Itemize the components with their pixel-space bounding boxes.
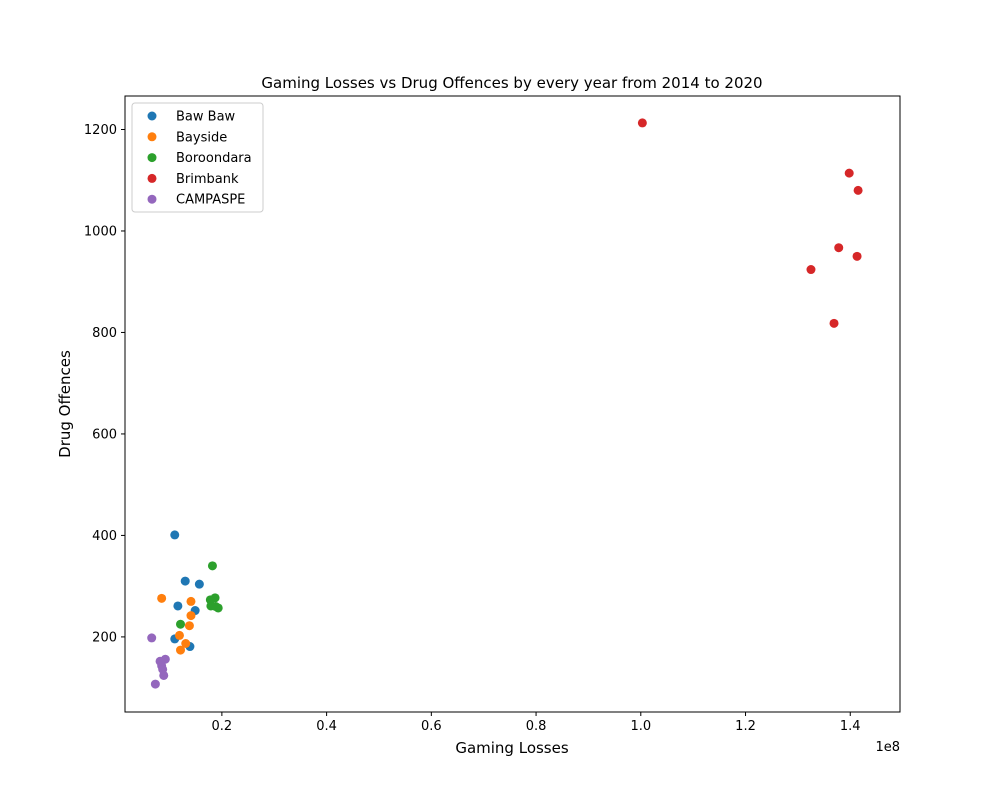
point-brimbank [853, 185, 863, 195]
point-campaspe [159, 670, 169, 680]
y-tick-label: 200 [92, 630, 117, 645]
legend-marker-brimbank [147, 173, 157, 183]
x-axis-ticks: 0.2 0.4 0.6 0.8 1.0 1.2 1.4 [212, 712, 861, 734]
point-bayside [176, 645, 186, 655]
point-campaspe [150, 679, 160, 689]
legend-box [131, 102, 264, 213]
point-baw-baw [170, 530, 180, 540]
legend-marker-campaspe [147, 194, 157, 204]
point-baw-baw [194, 579, 204, 589]
point-baw-baw [173, 601, 183, 611]
x-tick-label: 0.2 [212, 719, 233, 734]
x-tick-label: 1.2 [735, 719, 756, 734]
legend: Baw Baw Bayside Boroondara Brimbank CAMPASPE [131, 102, 264, 213]
y-axis-label: Drug Offences [56, 350, 74, 458]
point-baw-baw [180, 576, 190, 586]
point-brimbank [852, 251, 862, 261]
legend-marker-bayside [147, 132, 157, 142]
point-campaspe [147, 633, 157, 643]
x-tick-label: 0.4 [316, 719, 337, 734]
legend-label-brimbank: Brimbank [176, 172, 239, 187]
point-bayside [157, 593, 167, 603]
point-boroondara [176, 619, 186, 629]
legend-label-bayside: Bayside [176, 130, 227, 145]
legend-entries: Baw Baw Bayside Boroondara Brimbank CAMPASPE [147, 110, 252, 208]
legend-marker-baw-baw [147, 111, 157, 121]
y-tick-label: 400 [92, 529, 117, 544]
legend-label-boroondara: Boroondara [176, 151, 252, 166]
legend-label-baw-baw: Baw Baw [176, 110, 236, 125]
data-points [147, 118, 863, 689]
x-tick-label: 0.6 [421, 719, 442, 734]
y-tick-label: 1000 [84, 224, 117, 239]
x-tick-label: 0.8 [526, 719, 547, 734]
point-bayside [181, 638, 191, 648]
legend-label-campaspe: CAMPASPE [176, 193, 245, 208]
y-tick-label: 1200 [84, 123, 117, 138]
point-bayside [186, 611, 196, 621]
x-tick-label: 1.0 [630, 719, 651, 734]
point-bayside [174, 630, 184, 640]
legend-marker-boroondara [147, 153, 157, 163]
point-brimbank [844, 168, 854, 178]
point-brimbank [806, 265, 816, 275]
x-tick-label: 1.4 [840, 719, 861, 734]
point-boroondara [207, 561, 217, 571]
y-tick-label: 800 [92, 326, 117, 341]
x-axis-offset-text: 1e8 [875, 740, 900, 755]
point-brimbank [829, 318, 839, 328]
plot-area [124, 95, 901, 713]
point-bayside [184, 621, 194, 631]
point-bayside [186, 596, 196, 606]
y-axis-ticks: 200 400 600 800 1000 1200 [84, 123, 125, 645]
y-tick-label: 600 [92, 427, 117, 442]
chart-title: Gaming Losses vs Drug Offences by every … [261, 74, 762, 92]
point-brimbank [637, 118, 647, 128]
point-brimbank [834, 243, 844, 253]
point-boroondara [213, 603, 223, 613]
x-axis-label: Gaming Losses [455, 739, 569, 757]
